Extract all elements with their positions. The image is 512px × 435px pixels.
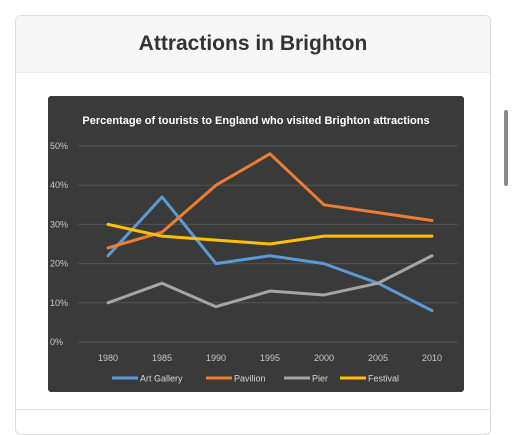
- x-tick-label: 2010: [422, 353, 442, 363]
- y-tick-label: 0%: [50, 337, 63, 347]
- y-tick-label: 50%: [50, 141, 68, 151]
- x-tick-label: 1980: [98, 353, 118, 363]
- line-chart: Percentage of tourists to England who vi…: [48, 96, 464, 392]
- y-tick-label: 40%: [50, 180, 68, 190]
- series-line-pier: [106, 254, 434, 309]
- legend-label: Festival: [368, 374, 399, 384]
- series-line-festival: [106, 222, 434, 246]
- chart-container: Percentage of tourists to England who vi…: [48, 96, 464, 392]
- page-title: Attractions in Brighton: [138, 32, 368, 55]
- x-tick-label: 2005: [368, 353, 388, 363]
- legend-label: Pavilion: [234, 374, 266, 384]
- card-header: Attractions in Brighton: [16, 16, 490, 73]
- x-tick-label: 1985: [152, 353, 172, 363]
- y-tick-label: 30%: [50, 219, 68, 229]
- series-line-pavilion: [106, 152, 434, 250]
- legend-label: Pier: [312, 374, 328, 384]
- divider: [15, 409, 491, 410]
- x-tick-label: 1990: [206, 353, 226, 363]
- y-tick-label: 10%: [50, 298, 68, 308]
- legend-label: Art Gallery: [140, 374, 183, 384]
- x-tick-label: 2000: [314, 353, 334, 363]
- x-tick-label: 1995: [260, 353, 280, 363]
- scrollbar[interactable]: [500, 0, 512, 415]
- y-tick-label: 20%: [50, 259, 68, 269]
- chart-title: Percentage of tourists to England who vi…: [82, 115, 429, 127]
- scrollbar-thumb[interactable]: [504, 110, 508, 186]
